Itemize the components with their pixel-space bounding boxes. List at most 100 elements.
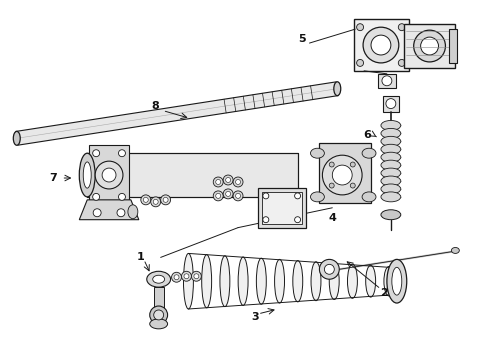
- Circle shape: [102, 168, 116, 182]
- Ellipse shape: [381, 129, 401, 138]
- Ellipse shape: [13, 131, 20, 145]
- Ellipse shape: [293, 261, 303, 302]
- Bar: [154, 287, 164, 309]
- Ellipse shape: [347, 264, 357, 298]
- Ellipse shape: [311, 148, 324, 158]
- Bar: [354, 19, 409, 71]
- Circle shape: [150, 306, 168, 324]
- Circle shape: [213, 177, 223, 187]
- Circle shape: [233, 191, 243, 201]
- Bar: [87, 153, 297, 197]
- Circle shape: [236, 193, 241, 198]
- Circle shape: [329, 162, 334, 167]
- Circle shape: [93, 150, 99, 157]
- Circle shape: [143, 197, 148, 202]
- Ellipse shape: [381, 152, 401, 162]
- Ellipse shape: [183, 253, 194, 309]
- Circle shape: [163, 197, 168, 202]
- Circle shape: [398, 24, 405, 31]
- Ellipse shape: [381, 121, 401, 130]
- Circle shape: [141, 195, 151, 205]
- Bar: [258, 188, 306, 228]
- Circle shape: [93, 209, 101, 217]
- Circle shape: [194, 274, 199, 279]
- Circle shape: [332, 165, 352, 185]
- Circle shape: [119, 150, 125, 157]
- Circle shape: [329, 183, 334, 188]
- Circle shape: [236, 180, 241, 184]
- Circle shape: [184, 274, 189, 279]
- Ellipse shape: [256, 258, 266, 304]
- Circle shape: [357, 24, 364, 31]
- Ellipse shape: [128, 205, 138, 219]
- Circle shape: [151, 197, 161, 207]
- Circle shape: [386, 99, 396, 109]
- Ellipse shape: [311, 192, 324, 202]
- Ellipse shape: [220, 256, 230, 307]
- Circle shape: [324, 264, 334, 274]
- Circle shape: [322, 155, 362, 195]
- Circle shape: [371, 35, 391, 55]
- Bar: [319, 143, 371, 203]
- Ellipse shape: [387, 260, 407, 303]
- Circle shape: [153, 199, 158, 204]
- Circle shape: [294, 193, 300, 199]
- Text: 8: 8: [152, 100, 160, 111]
- Ellipse shape: [362, 148, 376, 158]
- Text: 5: 5: [298, 34, 305, 44]
- Circle shape: [414, 30, 445, 62]
- Ellipse shape: [153, 275, 165, 283]
- Circle shape: [263, 217, 269, 223]
- Ellipse shape: [381, 176, 401, 186]
- Bar: [262, 192, 301, 224]
- Ellipse shape: [274, 260, 285, 303]
- Ellipse shape: [381, 136, 401, 146]
- Circle shape: [226, 192, 231, 196]
- Bar: [383, 96, 399, 112]
- Polygon shape: [79, 200, 139, 220]
- Circle shape: [350, 162, 355, 167]
- Circle shape: [119, 193, 125, 201]
- Bar: [404, 24, 455, 68]
- Circle shape: [216, 180, 220, 184]
- Text: 4: 4: [328, 213, 336, 223]
- Polygon shape: [16, 82, 338, 145]
- Circle shape: [174, 275, 179, 280]
- Ellipse shape: [381, 184, 401, 194]
- Ellipse shape: [79, 153, 95, 197]
- Circle shape: [263, 193, 269, 199]
- Circle shape: [294, 217, 300, 223]
- Circle shape: [161, 195, 171, 205]
- Ellipse shape: [381, 192, 401, 202]
- Circle shape: [223, 175, 233, 185]
- Ellipse shape: [381, 168, 401, 178]
- Ellipse shape: [381, 144, 401, 154]
- Circle shape: [213, 191, 223, 201]
- Text: 2: 2: [380, 288, 388, 298]
- Bar: [378, 74, 396, 88]
- Circle shape: [233, 177, 243, 187]
- Text: 6: 6: [363, 130, 371, 140]
- Ellipse shape: [150, 319, 168, 329]
- Ellipse shape: [381, 210, 401, 220]
- Circle shape: [420, 37, 439, 55]
- Text: 1: 1: [137, 252, 145, 262]
- Circle shape: [154, 310, 164, 320]
- Ellipse shape: [362, 192, 376, 202]
- Ellipse shape: [334, 82, 341, 96]
- Bar: [449, 29, 457, 63]
- Circle shape: [95, 161, 123, 189]
- Ellipse shape: [311, 262, 321, 301]
- Ellipse shape: [202, 255, 212, 308]
- Ellipse shape: [392, 267, 402, 295]
- Circle shape: [382, 76, 392, 86]
- Circle shape: [350, 183, 355, 188]
- Circle shape: [172, 272, 181, 282]
- Ellipse shape: [366, 265, 376, 297]
- Circle shape: [117, 209, 125, 217]
- Circle shape: [319, 260, 339, 279]
- Circle shape: [398, 59, 405, 66]
- Text: 7: 7: [49, 173, 57, 183]
- Circle shape: [192, 271, 201, 281]
- Text: 3: 3: [251, 312, 259, 322]
